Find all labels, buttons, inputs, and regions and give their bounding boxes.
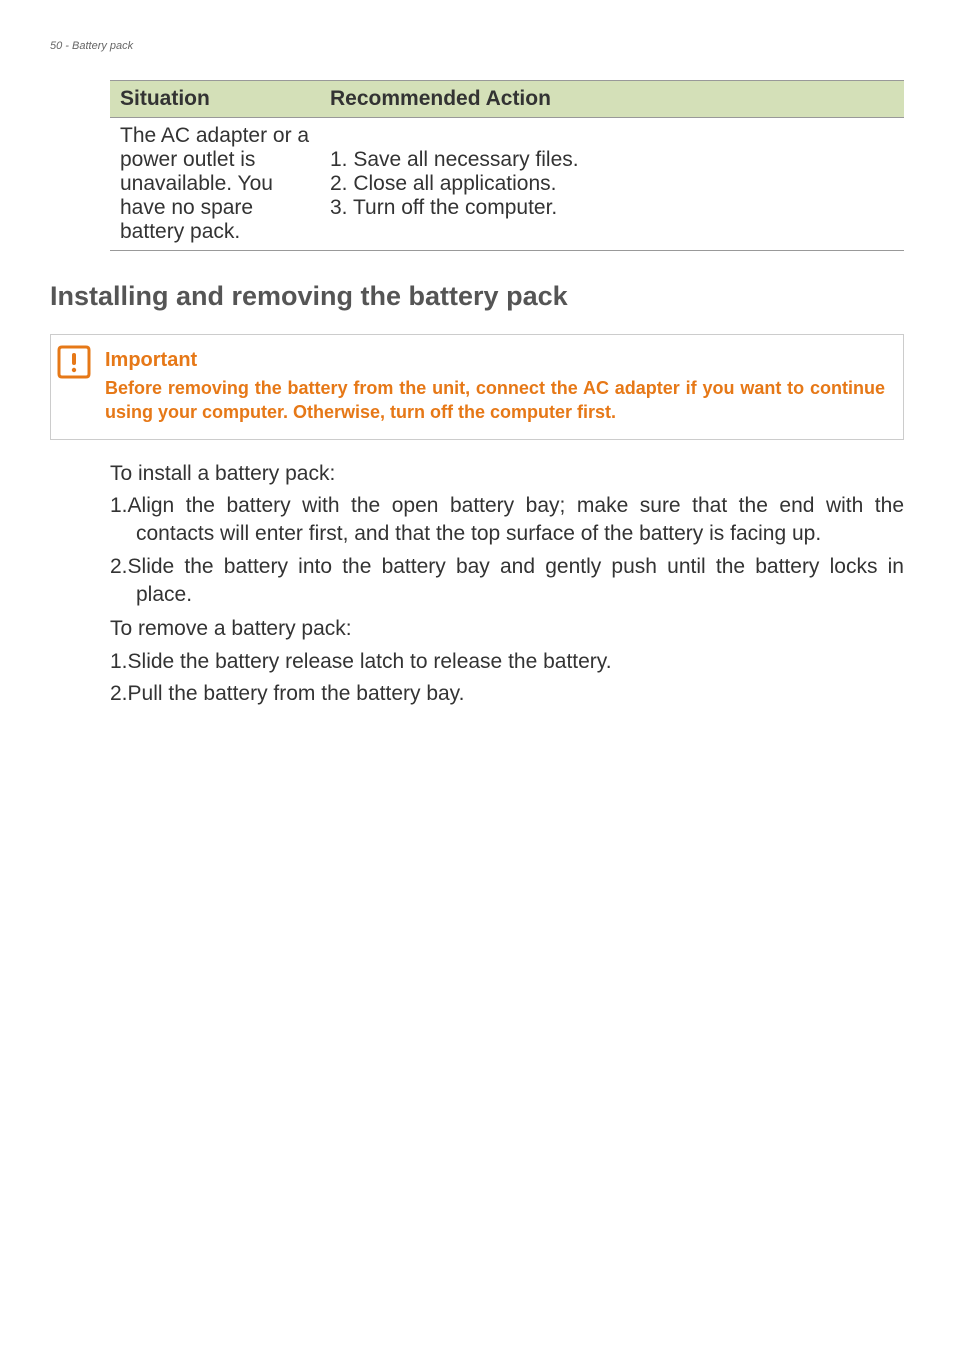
install-steps: 1.Align the battery with the open batter… — [110, 492, 904, 609]
remove-steps: 1.Slide the battery release latch to rel… — [110, 648, 904, 709]
remove-intro: To remove a battery pack: — [110, 615, 904, 643]
situation-table: Situation Recommended Action The AC adap… — [110, 80, 904, 251]
list-item: 2.Slide the battery into the battery bay… — [110, 553, 904, 610]
step-num: 1. — [110, 494, 128, 517]
action-line: 3. Turn off the computer. — [330, 196, 894, 220]
action-line: 1. Save all necessary files. — [330, 148, 894, 172]
important-text: Before removing the battery from the uni… — [105, 376, 885, 425]
list-item: 1.Slide the battery release latch to rel… — [110, 648, 904, 676]
page-header: 50 - Battery pack — [50, 40, 904, 52]
cell-situation: The AC adapter or a power outlet is unav… — [110, 118, 320, 251]
step-num: 2. — [110, 682, 128, 705]
action-line: 2. Close all applications. — [330, 172, 894, 196]
section-heading: Installing and removing the battery pack — [50, 281, 904, 312]
important-callout: Important Before removing the battery fr… — [50, 334, 904, 440]
step-num: 2. — [110, 555, 128, 578]
important-title: Important — [105, 349, 885, 372]
install-intro: To install a battery pack: — [110, 460, 904, 488]
list-item: 1.Align the battery with the open batter… — [110, 492, 904, 549]
step-text: Slide the battery release latch to relea… — [128, 650, 612, 673]
col-header-situation: Situation — [110, 81, 320, 118]
step-text: Slide the battery into the battery bay a… — [128, 555, 904, 606]
alert-icon — [57, 345, 91, 384]
step-text: Pull the battery from the battery bay. — [128, 682, 465, 705]
cell-action: 1. Save all necessary files. 2. Close al… — [320, 118, 904, 251]
table-row: The AC adapter or a power outlet is unav… — [110, 118, 904, 251]
list-item: 2.Pull the battery from the battery bay. — [110, 680, 904, 708]
step-num: 1. — [110, 650, 128, 673]
step-text: Align the battery with the open battery … — [128, 494, 904, 545]
col-header-action: Recommended Action — [320, 81, 904, 118]
